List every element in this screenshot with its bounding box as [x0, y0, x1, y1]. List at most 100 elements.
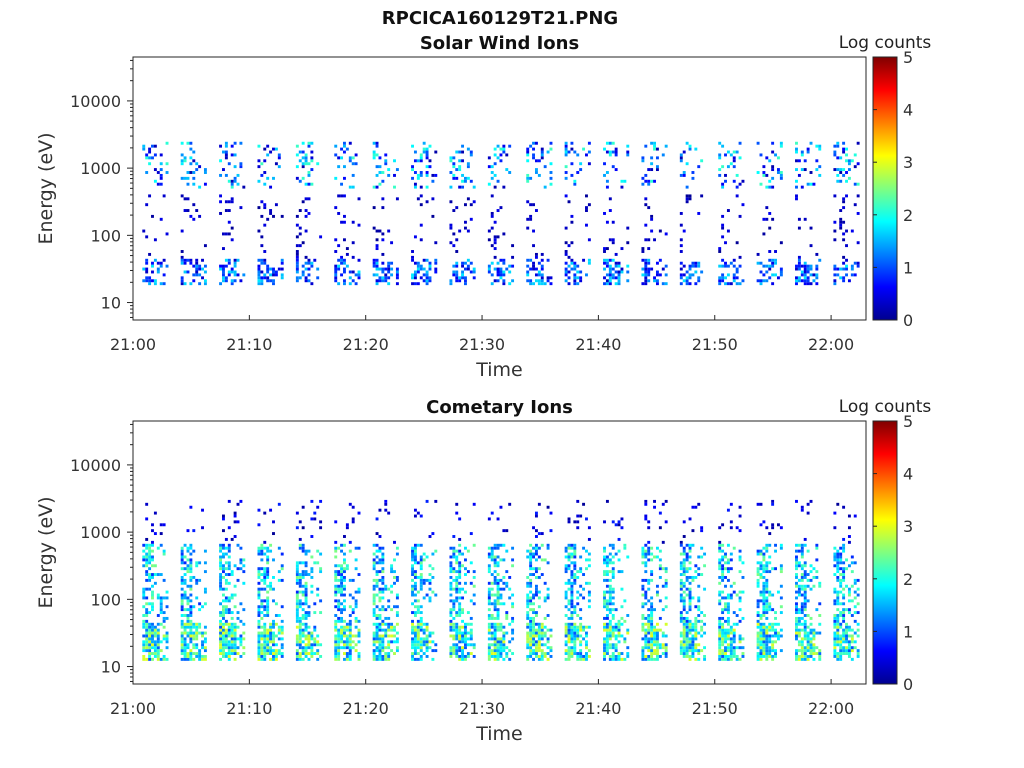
- data-cell: [378, 267, 382, 271]
- data-cell: [487, 657, 491, 661]
- data-cell: [387, 640, 391, 644]
- data-cell: [614, 654, 618, 658]
- data-cell: [496, 517, 500, 521]
- data-cell: [726, 628, 730, 632]
- data-cell: [809, 587, 813, 591]
- data-cell: [806, 276, 810, 280]
- data-cell: [774, 273, 777, 277]
- data-cell: [304, 599, 308, 603]
- data-cell: [378, 649, 382, 653]
- data-cell: [532, 616, 535, 620]
- data-cell: [567, 654, 571, 658]
- data-cell: [493, 555, 497, 559]
- data-cell: [180, 596, 184, 600]
- data-cell: [334, 628, 338, 632]
- data-cell: [260, 546, 264, 550]
- data-cell: [691, 596, 695, 600]
- data-cell: [587, 238, 591, 242]
- data-cell: [800, 555, 804, 559]
- data-cell: [836, 628, 840, 632]
- data-cell: [189, 546, 193, 550]
- data-cell: [372, 153, 376, 157]
- data-cell: [803, 217, 807, 221]
- data-cell: [416, 261, 420, 265]
- data-cell: [280, 267, 284, 271]
- data-cell: [142, 634, 146, 638]
- data-cell: [387, 173, 391, 177]
- data-cell: [836, 599, 840, 603]
- data-cell: [487, 608, 491, 612]
- data-cell: [493, 575, 497, 579]
- data-cell: [224, 546, 228, 550]
- data-cell: [644, 276, 648, 280]
- data-cell: [236, 611, 240, 615]
- data-cell: [411, 619, 414, 623]
- data-cell: [845, 628, 848, 632]
- data-cell: [587, 649, 591, 653]
- data-cell: [381, 232, 385, 236]
- data-cell: [853, 514, 857, 518]
- data-cell: [800, 628, 804, 632]
- data-cell: [655, 637, 659, 641]
- data-cell: [532, 244, 535, 248]
- data-cell: [162, 654, 166, 658]
- data-cell: [219, 634, 223, 638]
- data-cell: [458, 590, 462, 594]
- colorbar-tick-label: 2: [903, 570, 913, 589]
- data-cell: [151, 529, 154, 533]
- data-cell: [357, 197, 361, 201]
- data-cell: [313, 628, 317, 632]
- data-cell: [295, 144, 299, 148]
- data-cell: [334, 546, 338, 550]
- data-cell: [224, 258, 228, 262]
- data-cell: [567, 543, 571, 547]
- data-cell: [839, 223, 843, 227]
- data-cell: [227, 573, 231, 576]
- data-cell: [505, 611, 509, 615]
- data-cell: [691, 505, 695, 509]
- data-cell: [153, 564, 157, 568]
- data-cell: [850, 634, 854, 638]
- data-cell: [165, 264, 169, 268]
- data-cell: [605, 578, 609, 582]
- data-cell: [260, 646, 264, 650]
- data-cell: [222, 264, 225, 268]
- data-cell: [375, 649, 379, 653]
- data-cell: [269, 584, 273, 588]
- data-cell: [337, 165, 341, 169]
- data-cell: [605, 605, 609, 609]
- data-cell: [694, 643, 698, 647]
- data-cell: [487, 267, 491, 271]
- data-cell: [449, 654, 453, 658]
- data-cell: [806, 584, 810, 588]
- data-cell: [490, 261, 494, 265]
- data-cell: [724, 261, 727, 265]
- data-cell: [348, 605, 352, 609]
- data-cell: [263, 171, 267, 174]
- data-cell: [543, 165, 547, 169]
- data-cell: [381, 619, 385, 623]
- data-cell: [425, 637, 429, 641]
- data-cell: [570, 593, 574, 597]
- data-cell: [608, 141, 612, 145]
- data-cell: [180, 250, 184, 253]
- data-cell: [795, 147, 798, 151]
- data-cell: [511, 558, 515, 562]
- data-cell: [469, 153, 473, 157]
- data-cell: [806, 267, 810, 271]
- data-cell: [378, 596, 382, 600]
- data-cell: [779, 173, 783, 177]
- data-cell: [280, 646, 284, 650]
- data-cell: [230, 628, 234, 632]
- data-cell: [183, 270, 187, 274]
- data-cell: [239, 640, 243, 644]
- data-cell: [387, 634, 391, 638]
- data-cell: [703, 631, 707, 635]
- data-cell: [295, 590, 299, 594]
- data-cell: [603, 643, 606, 647]
- data-cell: [647, 279, 651, 283]
- data-cell: [856, 241, 860, 245]
- data-cell: [393, 652, 396, 655]
- data-cell: [570, 214, 574, 218]
- data-cell: [277, 267, 281, 271]
